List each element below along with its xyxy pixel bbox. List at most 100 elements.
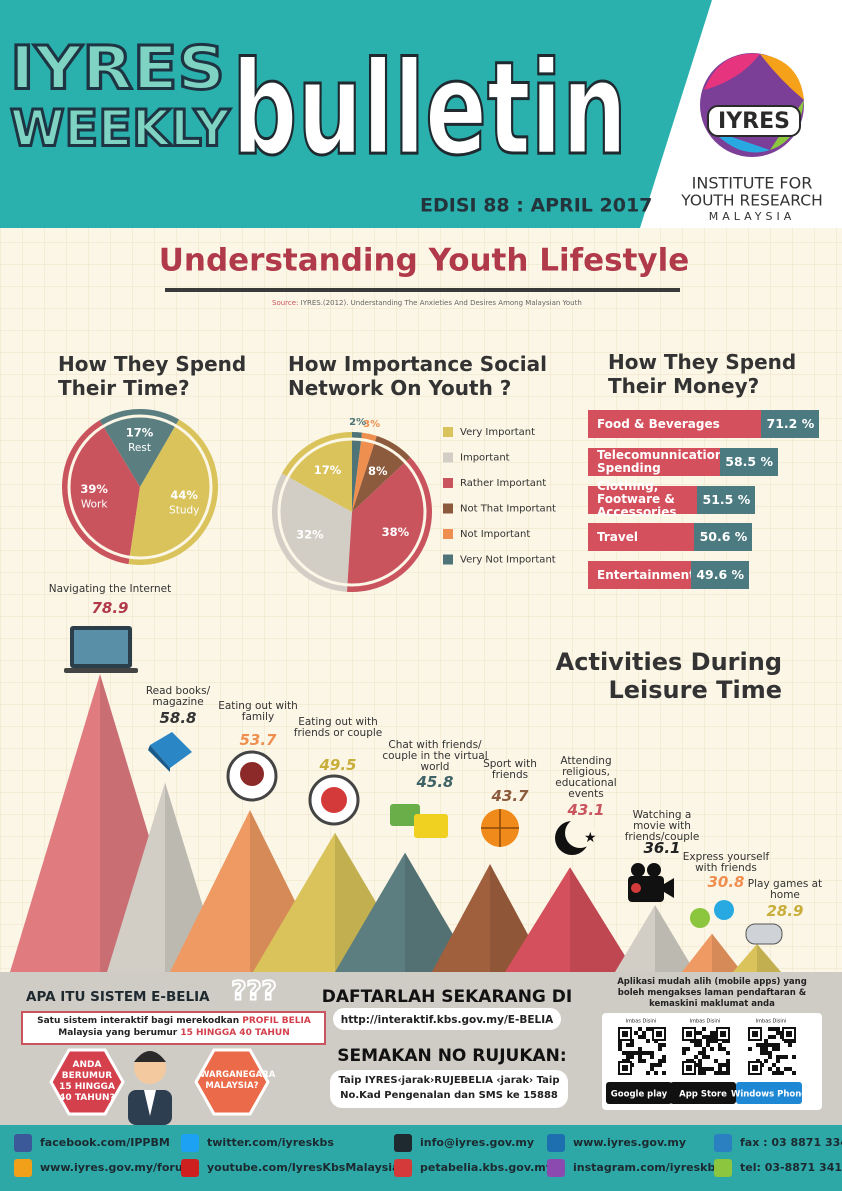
- qr-finder: [752, 1065, 758, 1071]
- sms-pill: [330, 1070, 568, 1108]
- qr-cell: [638, 1035, 642, 1039]
- qr-cell: [650, 1055, 654, 1059]
- pie-value-label: 3%: [363, 419, 380, 430]
- bar-value-label: 49.6 %: [691, 561, 750, 590]
- qr-cell: [698, 1031, 702, 1035]
- contact-icon: [14, 1134, 32, 1152]
- qr-cell: [698, 1063, 702, 1067]
- qr-finder: [686, 1065, 692, 1071]
- bar-label: Telecomunnication Spending: [597, 447, 724, 475]
- qr-cell: [714, 1059, 718, 1063]
- activity-label: Eating out with friends or couple: [293, 716, 383, 739]
- bar-value-label: 71.2 %: [761, 410, 820, 438]
- qr-cell: [630, 1043, 634, 1047]
- qr-cell: [698, 1051, 702, 1055]
- contact-text: www.iyres.gov.my: [573, 1136, 686, 1149]
- qr-cell: [764, 1047, 768, 1051]
- qr-cell: [710, 1067, 714, 1071]
- qr-cell: [764, 1059, 768, 1063]
- legend-swatch: [443, 452, 453, 463]
- qr-cell: [722, 1047, 726, 1051]
- qr-cell: [626, 1055, 630, 1059]
- qr-cell: [702, 1047, 706, 1051]
- store-badge: [736, 1082, 802, 1104]
- qr-cell: [718, 1047, 722, 1051]
- qr-cell: [630, 1055, 634, 1059]
- svg-text:★: ★: [584, 830, 597, 846]
- contact-text: youtube.com/IyresKbsMalaysia: [207, 1161, 400, 1174]
- activity-label: Sport with friends: [483, 758, 537, 781]
- qr-finder: [752, 1031, 758, 1037]
- activity-label: Navigating the Internet: [48, 583, 172, 595]
- mountain: [505, 867, 635, 972]
- qr-cell: [618, 1047, 622, 1051]
- qr-cell: [776, 1047, 780, 1051]
- qr-finder: [786, 1031, 792, 1037]
- qr-cell: [626, 1051, 630, 1055]
- activity-value: 53.7: [239, 731, 277, 749]
- mountain-shade: [757, 943, 781, 972]
- qr-cell: [776, 1071, 780, 1075]
- pie-value-label: 8%: [368, 464, 388, 478]
- contact-text: www.iyres.gov.my/forum: [40, 1161, 194, 1174]
- chart-title: How Importance Social Network On Youth ?: [288, 352, 548, 400]
- qr-cell: [722, 1071, 726, 1075]
- pie-value-label: 44%: [170, 488, 198, 502]
- qr-cell: [710, 1035, 714, 1039]
- qr-cell: [780, 1055, 784, 1059]
- qr-cell: [768, 1051, 772, 1055]
- qr-cell: [654, 1063, 658, 1067]
- activity-value: 43.7: [491, 787, 529, 805]
- chart-title: Activities During Leisure Time: [555, 648, 782, 704]
- logo-text: IYRES: [718, 109, 790, 134]
- sms-instruction: Taip IYRES‹jarak›RUJEBELIA ‹jarak› Taip …: [338, 1075, 560, 1101]
- pie-category-label: Rest: [128, 442, 151, 454]
- qr-cell: [772, 1063, 776, 1067]
- ebelia-box: [21, 1011, 326, 1045]
- contact-text: facebook.com/IPPBM: [40, 1136, 170, 1149]
- legend-swatch: [443, 554, 453, 565]
- qr-cell: [710, 1031, 714, 1035]
- qr-cell: [776, 1059, 780, 1063]
- pie-slice: [346, 457, 432, 593]
- qr-cell: [658, 1047, 662, 1051]
- qr-cell: [658, 1059, 662, 1063]
- qr-cell: [718, 1063, 722, 1067]
- qr-cell: [646, 1051, 650, 1055]
- bar-value-label: 51.5 %: [697, 485, 756, 514]
- contact-text: twitter.com/iyreskbs: [207, 1136, 334, 1149]
- institute: INSTITUTE FOR: [692, 174, 813, 193]
- qr-cell: [718, 1043, 722, 1047]
- pie-slice: [352, 432, 363, 512]
- ebelia-heading: APA ITU SISTEM E-BELIA: [26, 989, 210, 1005]
- qr-cell: [654, 1071, 658, 1075]
- legend-label: Very Not Important: [460, 555, 556, 566]
- qr-cell: [706, 1055, 710, 1059]
- qr-cell: [784, 1067, 788, 1071]
- legend-label: Not That Important: [460, 504, 556, 515]
- pie-ring: [67, 414, 213, 560]
- qr-cell: [662, 1071, 666, 1075]
- bar-value-label: 50.6 %: [694, 523, 753, 552]
- mountain-shade: [405, 852, 475, 972]
- legend-label: Not Important: [460, 529, 530, 540]
- pie-category-label: Study: [169, 504, 199, 516]
- pie-value-label: 17%: [314, 463, 342, 477]
- qr-cell: [662, 1043, 666, 1047]
- highlight: PROFIL BELIA: [242, 1016, 311, 1026]
- qr-cell: [634, 1031, 638, 1035]
- contact-icon: [181, 1134, 199, 1152]
- chart-title: How They Spend Their Time?: [58, 352, 247, 400]
- qr-cell: [722, 1063, 726, 1067]
- store-badge: [606, 1082, 672, 1104]
- chart-title: How They Spend Their Money?: [608, 350, 797, 398]
- qr-cell: [710, 1039, 714, 1043]
- qr-cell: [638, 1055, 642, 1059]
- mountain: [682, 933, 742, 972]
- qr-cell: [646, 1039, 650, 1043]
- qr-cell: [760, 1043, 764, 1047]
- qr-cell: [772, 1043, 776, 1047]
- qr-cell: [706, 1035, 710, 1039]
- apps-text: Aplikasi mudah alih (mobile apps) yang b…: [617, 977, 807, 1009]
- mountain-shade: [712, 933, 742, 972]
